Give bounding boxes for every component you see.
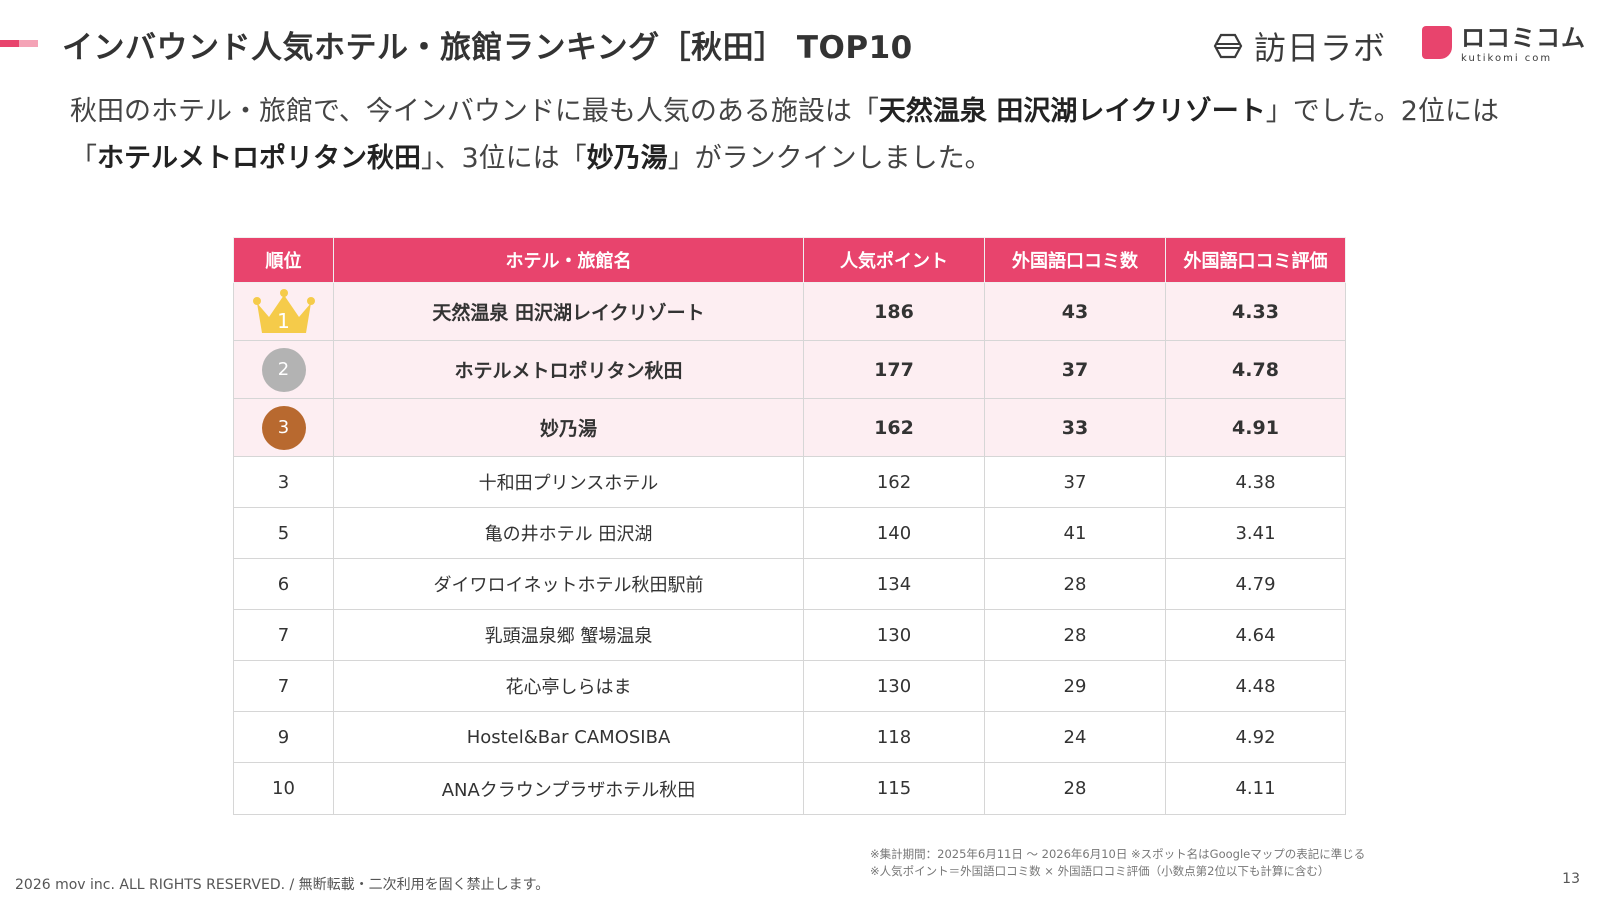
- points-cell: 140: [803, 507, 985, 559]
- hotel-name-cell: 十和田プリンスホテル: [333, 456, 804, 508]
- ranking-table: 順位 ホテル・旅館名 人気ポイント 外国語口コミ数 外国語口コミ評価 1 天: [233, 237, 1346, 815]
- accent-bar-light: [19, 40, 38, 47]
- rank-cell: 5: [233, 507, 334, 559]
- page-number: 13: [1562, 871, 1580, 887]
- header-name: ホテル・旅館名: [333, 237, 804, 283]
- table-row: 5 亀の井ホテル 田沢湖 140 41 3.41: [233, 507, 1346, 559]
- footnote-formula: ※人気ポイント＝外国語口コミ数 × 外国語口コミ評価（小数点第2位以下も計算に含…: [870, 864, 1330, 878]
- table-header-row: 順位 ホテル・旅館名 人気ポイント 外国語口コミ数 外国語口コミ評価: [233, 237, 1346, 283]
- rating-cell: 4.64: [1165, 609, 1346, 661]
- points-cell: 162: [803, 398, 985, 457]
- hotel-name-cell: Hostel&Bar CAMOSIBA: [333, 711, 804, 763]
- lead-first-place: 天然温泉 田沢湖レイクリゾート: [878, 96, 1266, 127]
- review-count-cell: 43: [984, 282, 1166, 341]
- points-cell: 162: [803, 456, 985, 508]
- points-cell: 134: [803, 558, 985, 610]
- review-count-cell: 24: [984, 711, 1166, 763]
- points-cell: 118: [803, 711, 985, 763]
- review-count-cell: 28: [984, 762, 1166, 815]
- header-rank: 順位: [233, 237, 334, 283]
- rating-cell: 4.78: [1165, 340, 1346, 399]
- table-row: 10 ANAクラウンプラザホテル秋田 115 28 4.11: [233, 762, 1346, 815]
- rating-cell: 4.11: [1165, 762, 1346, 815]
- review-count-cell: 37: [984, 340, 1166, 399]
- houjin-labo-icon: [1213, 33, 1243, 59]
- footnotes: ※集計期間：2025年6月11日 〜 2026年6月10日 ※スポット名はGoo…: [870, 846, 1365, 880]
- rating-cell: 3.41: [1165, 507, 1346, 559]
- rating-cell: 4.38: [1165, 456, 1346, 508]
- accent-bar-dark: [0, 40, 19, 47]
- header-points: 人気ポイント: [803, 237, 985, 283]
- rank-number: 2: [277, 359, 290, 380]
- rank-cell: 3: [233, 398, 334, 457]
- houjin-labo-wordmark: 訪日ラボ: [1254, 29, 1387, 67]
- hotel-name-cell: 妙乃湯: [333, 398, 804, 457]
- rank-cell: 2: [233, 340, 334, 399]
- hotel-name-cell: 乳頭温泉郷 蟹場温泉: [333, 609, 804, 661]
- hotel-name-cell: ホテルメトロポリタン秋田: [333, 340, 804, 399]
- lead-text: 」、3位には「: [421, 143, 587, 174]
- rank-number: 1: [277, 308, 290, 333]
- rating-cell: 4.91: [1165, 398, 1346, 457]
- houjin-labo-logo: 訪日ラボ: [1212, 24, 1386, 68]
- review-count-cell: 37: [984, 456, 1166, 508]
- rank-cell: 6: [233, 558, 334, 610]
- table-row: 7 乳頭温泉郷 蟹場温泉 130 28 4.64: [233, 609, 1346, 661]
- rating-cell: 4.33: [1165, 282, 1346, 341]
- review-count-cell: 28: [984, 558, 1166, 610]
- review-count-cell: 28: [984, 609, 1166, 661]
- header-review-count: 外国語口コミ数: [984, 237, 1166, 283]
- kutikomi-wordmark: ロコミコム: [1461, 24, 1586, 52]
- points-cell: 177: [803, 340, 985, 399]
- lead-second-place: ホテルメトロポリタン秋田: [97, 143, 421, 174]
- lead-paragraph: 秋田のホテル・旅館で、今インバウンドに最も人気のある施設は「天然温泉 田沢湖レイ…: [70, 88, 1550, 182]
- rank-cell: 9: [233, 711, 334, 763]
- kutikomi-subtext: kutikomi com: [1461, 53, 1553, 64]
- title-accent-bar: [0, 40, 38, 47]
- points-cell: 130: [803, 660, 985, 712]
- kutikomi-logo: ロコミコム kutikomi com: [1422, 26, 1586, 64]
- rank-cell: 7: [233, 660, 334, 712]
- points-cell: 186: [803, 282, 985, 341]
- table-row: 7 花心亭しらはま 130 29 4.48: [233, 660, 1346, 712]
- page-title: インバウンド人気ホテル・旅館ランキング［秋田］ TOP10: [62, 30, 913, 66]
- review-count-cell: 29: [984, 660, 1166, 712]
- rank-cell: 7: [233, 609, 334, 661]
- lead-text: 秋田のホテル・旅館で、今インバウンドに最も人気のある施設は「: [70, 96, 879, 127]
- hotel-name-cell: ダイワロイネットホテル秋田駅前: [333, 558, 804, 610]
- rank-number: 3: [277, 417, 290, 438]
- header-review-rating: 外国語口コミ評価: [1165, 237, 1346, 283]
- rating-cell: 4.48: [1165, 660, 1346, 712]
- silver-medal-icon: 2: [261, 347, 306, 392]
- table-row: 2 ホテルメトロポリタン秋田 177 37 4.78: [233, 340, 1346, 399]
- table-row: 3 十和田プリンスホテル 162 37 4.38: [233, 456, 1346, 508]
- lead-third-place: 妙乃湯: [586, 143, 668, 174]
- review-count-cell: 33: [984, 398, 1166, 457]
- gold-crown-icon: 1: [251, 287, 317, 337]
- table-row: 9 Hostel&Bar CAMOSIBA 118 24 4.92: [233, 711, 1346, 763]
- points-cell: 130: [803, 609, 985, 661]
- points-cell: 115: [803, 762, 985, 815]
- rating-cell: 4.79: [1165, 558, 1346, 610]
- table-row: 6 ダイワロイネットホテル秋田駅前 134 28 4.79: [233, 558, 1346, 610]
- kutikomi-bubble-icon: [1422, 26, 1452, 59]
- lead-text: 」がランクインしました。: [667, 143, 992, 174]
- review-count-cell: 41: [984, 507, 1166, 559]
- hotel-name-cell: 天然温泉 田沢湖レイクリゾート: [333, 282, 804, 341]
- bronze-medal-icon: 3: [261, 405, 306, 450]
- copyright: 2026 mov inc. ALL RIGHTS RESERVED. / 無断転…: [15, 877, 550, 893]
- footnote-period: ※集計期間：2025年6月11日 〜 2026年6月10日 ※スポット名はGoo…: [870, 847, 1366, 861]
- lead-text: 」でした。2位には「: [70, 96, 1499, 174]
- hotel-name-cell: 亀の井ホテル 田沢湖: [333, 507, 804, 559]
- rank-cell: 3: [233, 456, 334, 508]
- rating-cell: 4.92: [1165, 711, 1346, 763]
- rank-cell: 1: [233, 282, 334, 341]
- rank-cell: 10: [233, 762, 334, 815]
- table-row: 1 天然温泉 田沢湖レイクリゾート 186 43 4.33: [233, 282, 1346, 341]
- table-row: 3 妙乃湯 162 33 4.91: [233, 398, 1346, 457]
- hotel-name-cell: ANAクラウンプラザホテル秋田: [333, 762, 804, 815]
- hotel-name-cell: 花心亭しらはま: [333, 660, 804, 712]
